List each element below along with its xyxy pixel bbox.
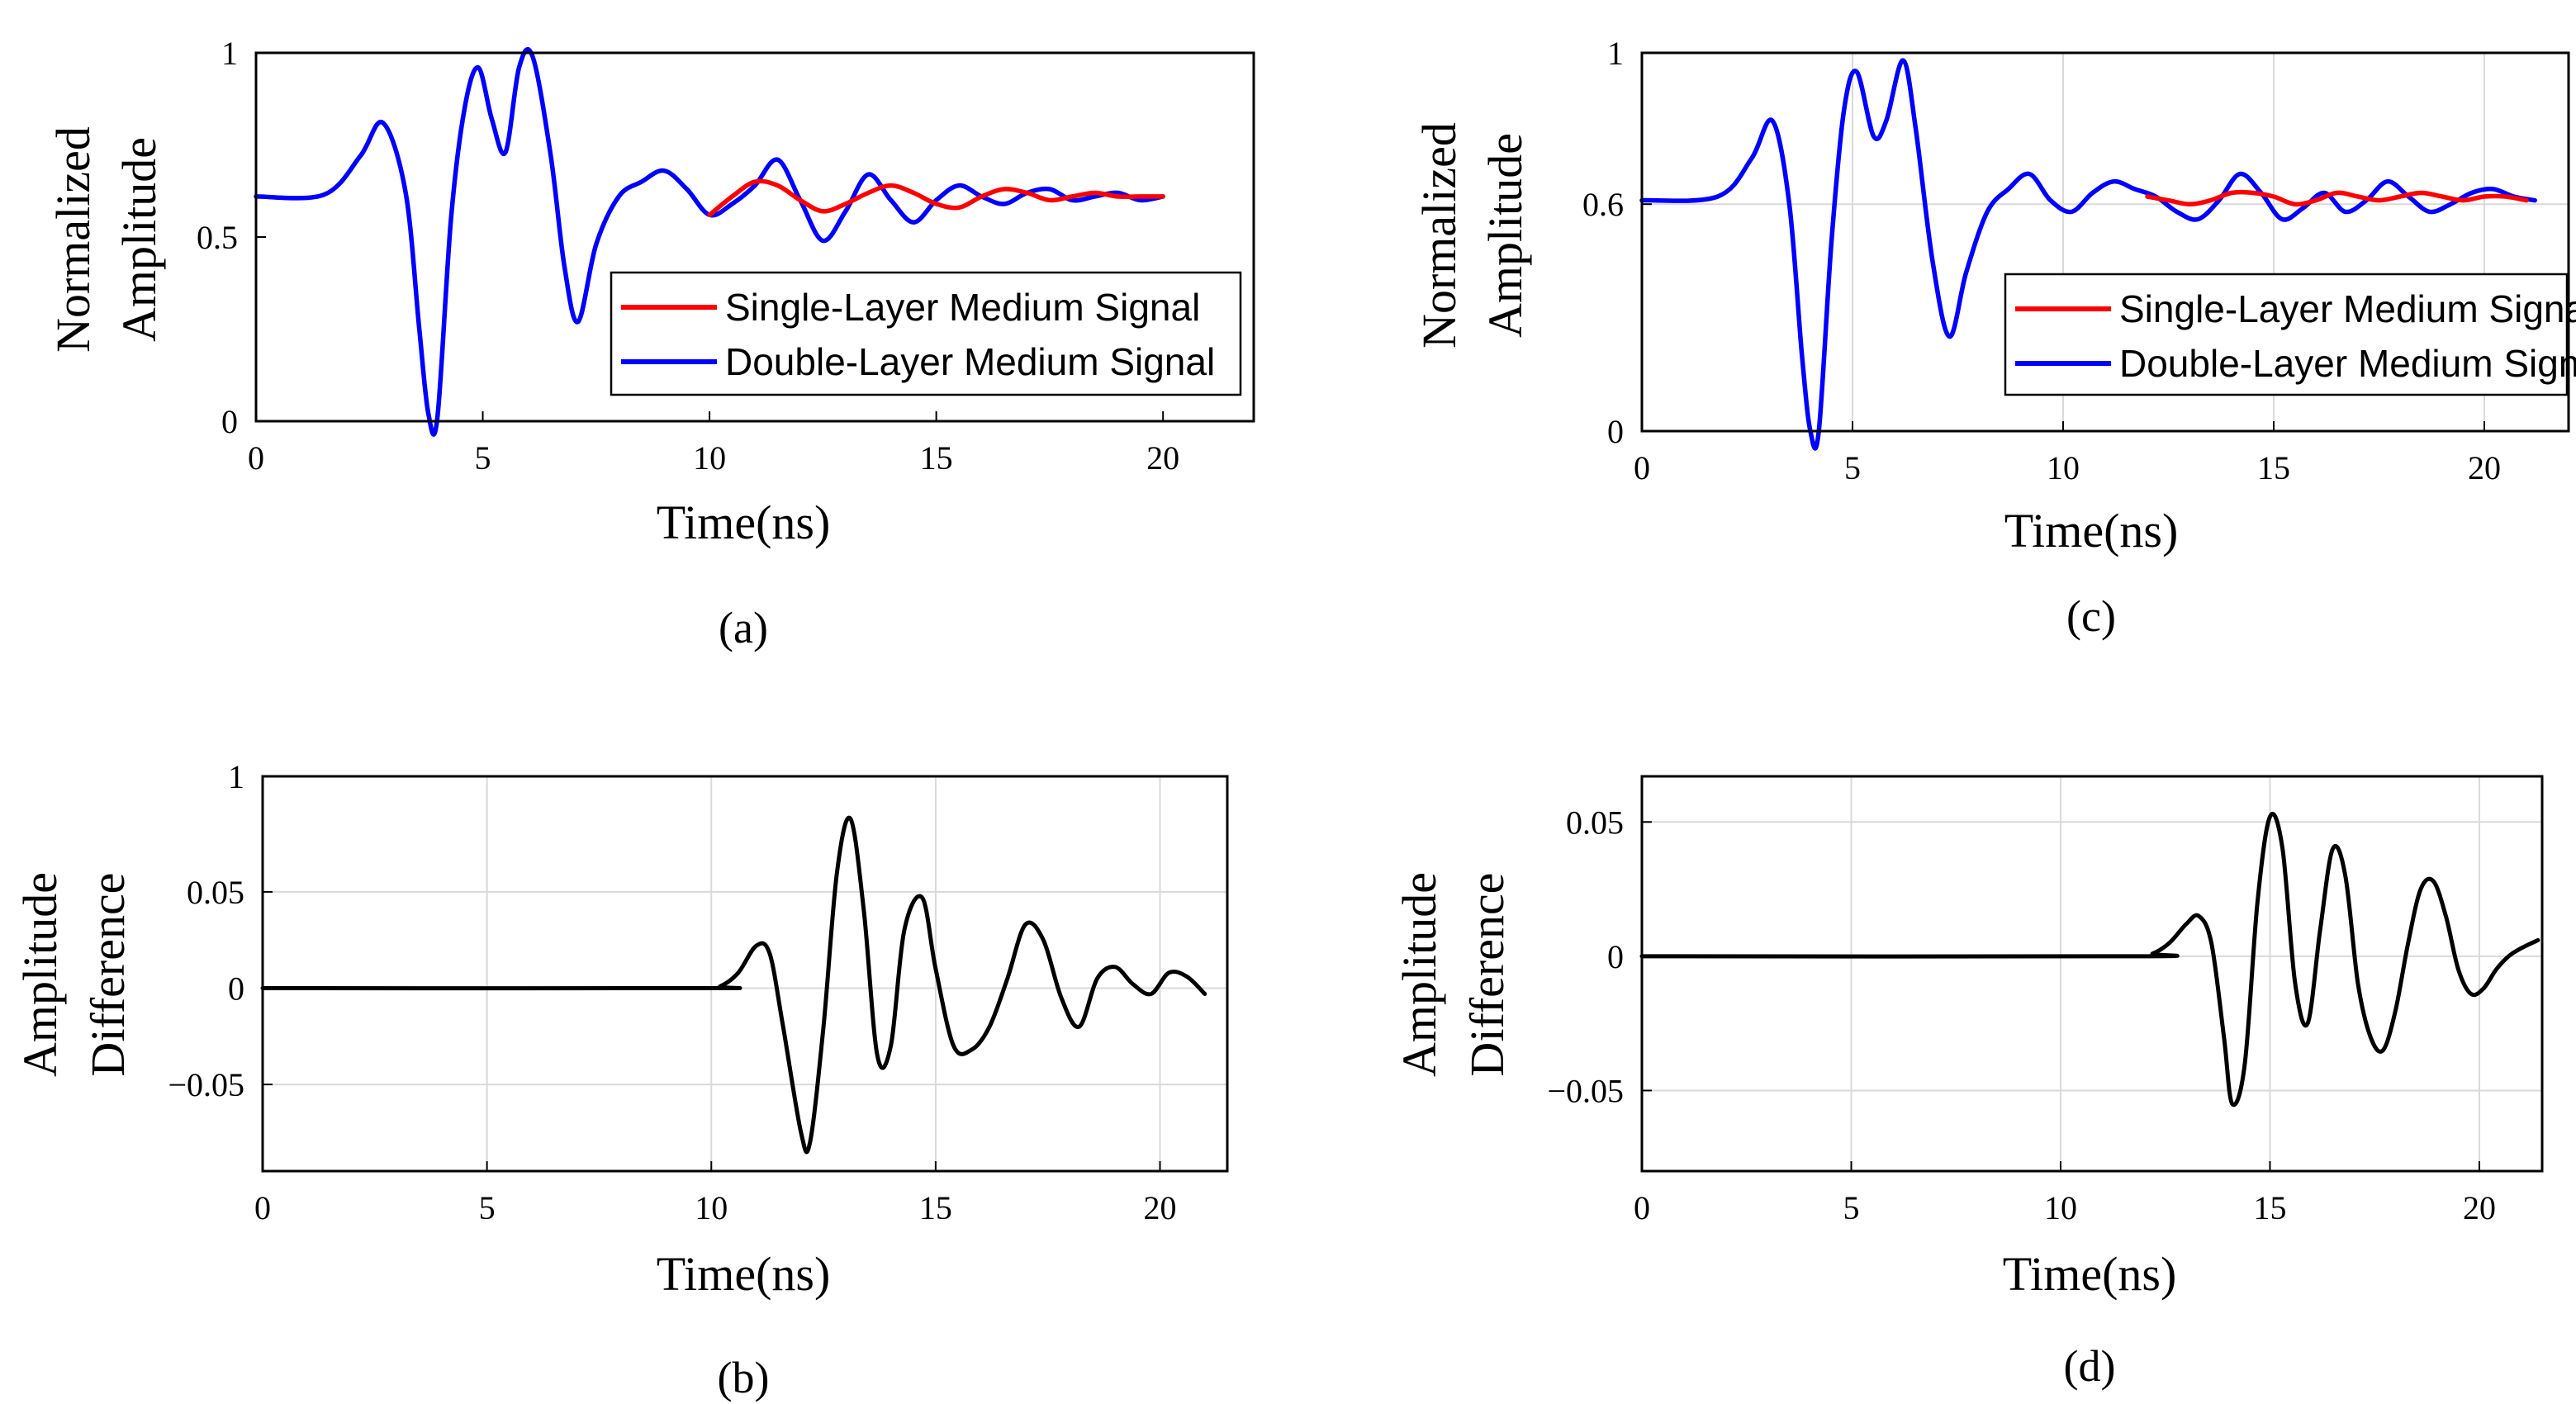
x-tick-label: 20 (1144, 1189, 1177, 1226)
x-tick-label: 0 (1634, 1189, 1650, 1226)
panel-a-xlabel: Time(ns) (657, 496, 831, 549)
legend: Single-Layer Medium Signal Double-Layer M… (610, 271, 1242, 396)
panel-d-chart: Amplitude Difference Time(ns) (d) 0 5 10 15… (1392, 775, 2544, 1391)
series-line-amplitude-difference (260, 815, 1207, 1155)
x-tick-label: 20 (2463, 1189, 2496, 1226)
y-tick-label: 0 (1607, 938, 1624, 975)
x-tick-label: 10 (2047, 449, 2080, 486)
panel-c-ylabel-line1: Normalized (1412, 122, 1466, 349)
panel-c-label: (c) (2066, 591, 2116, 641)
y-tick-label: 0 (1607, 413, 1624, 450)
x-tick-label: 0 (254, 1189, 271, 1226)
x-tick-label: 15 (919, 1189, 952, 1226)
x-tick-label: 20 (1146, 439, 1179, 477)
x-tick-label: 0 (248, 439, 264, 477)
panel-d-ylabel-line1: Amplitude (1392, 872, 1446, 1077)
plot-frame (1640, 51, 2570, 433)
y-tick-label: 1 (228, 758, 244, 795)
panel-b-ylabel-line2: Difference (81, 873, 135, 1077)
legend-entry: Double-Layer Medium Signal (2119, 342, 2576, 385)
x-tick-label: 20 (2468, 449, 2501, 486)
plot-frame (1640, 775, 2544, 1173)
series-line-amplitude-difference (1639, 812, 2540, 1108)
panel-d-ylabel-line2: Difference (1460, 873, 1514, 1077)
panel-c-xlabel: Time(ns) (2004, 504, 2179, 557)
panel-b-ylabel-line1: Amplitude (13, 872, 67, 1077)
x-tick-label: 5 (1843, 1189, 1859, 1226)
x-tick-label: 15 (920, 439, 953, 477)
legend-box (2004, 273, 2569, 396)
panel-b-xlabel: Time(ns) (657, 1247, 831, 1301)
x-tick-label: 10 (695, 1189, 728, 1226)
x-tick-label: 10 (693, 439, 726, 477)
y-tick-label: −0.05 (1547, 1072, 1624, 1109)
legend: Single-Layer Medium Signal Double-Layer M… (2004, 273, 2576, 396)
panel-b-label: (b) (718, 1353, 770, 1402)
x-tick-label: 10 (2044, 1189, 2077, 1226)
y-tick-label: −0.05 (168, 1066, 244, 1103)
plot-frame (261, 775, 1229, 1173)
y-tick-label: 1 (221, 35, 238, 72)
y-tick-label: 0.05 (187, 874, 244, 911)
panel-a-ylabel-line2: Amplitude (112, 137, 166, 342)
panel-d-label: (d) (2064, 1341, 2116, 1391)
panel-a-ylabel-line1: Normalized (46, 126, 100, 353)
legend-entry: Single-Layer Medium Signal (725, 286, 1200, 329)
y-tick-label: 0.05 (1566, 804, 1624, 841)
series-line-single-layer-medium-signal (707, 178, 1165, 217)
y-tick-label: 0 (221, 403, 238, 440)
panel-c-chart: Normalized Amplitude Time(ns) (c) 0 5 10 15… (1412, 35, 2576, 641)
panel-d-xlabel: Time(ns) (2003, 1247, 2177, 1301)
series-line-single-layer-medium-signal (2145, 189, 2529, 207)
x-tick-label: 0 (1634, 449, 1650, 486)
legend-entry: Double-Layer Medium Signal (725, 340, 1215, 383)
y-tick-label: 0 (228, 970, 244, 1007)
panel-c-ylabel-line2: Amplitude (1478, 133, 1532, 338)
legend-box (610, 271, 1242, 396)
y-tick-label: 0.6 (1582, 186, 1624, 223)
x-tick-label: 15 (2257, 449, 2290, 486)
panel-a-label: (a) (719, 603, 768, 652)
x-tick-label: 15 (2253, 1189, 2286, 1226)
x-tick-label: 5 (475, 439, 491, 477)
y-tick-label: 1 (1607, 35, 1624, 72)
panel-b-chart: Amplitude Difference Time(ns) (b) 0 5 10 15… (13, 758, 1229, 1402)
panel-a-chart: Normalized Amplitude Time(ns) (a) 0 5 10 15… (46, 35, 1255, 652)
x-tick-label: 5 (1844, 449, 1861, 486)
y-tick-label: 0.5 (197, 219, 238, 256)
x-tick-label: 5 (479, 1189, 496, 1226)
legend-entry: Single-Layer Medium Signal (2119, 287, 2576, 330)
